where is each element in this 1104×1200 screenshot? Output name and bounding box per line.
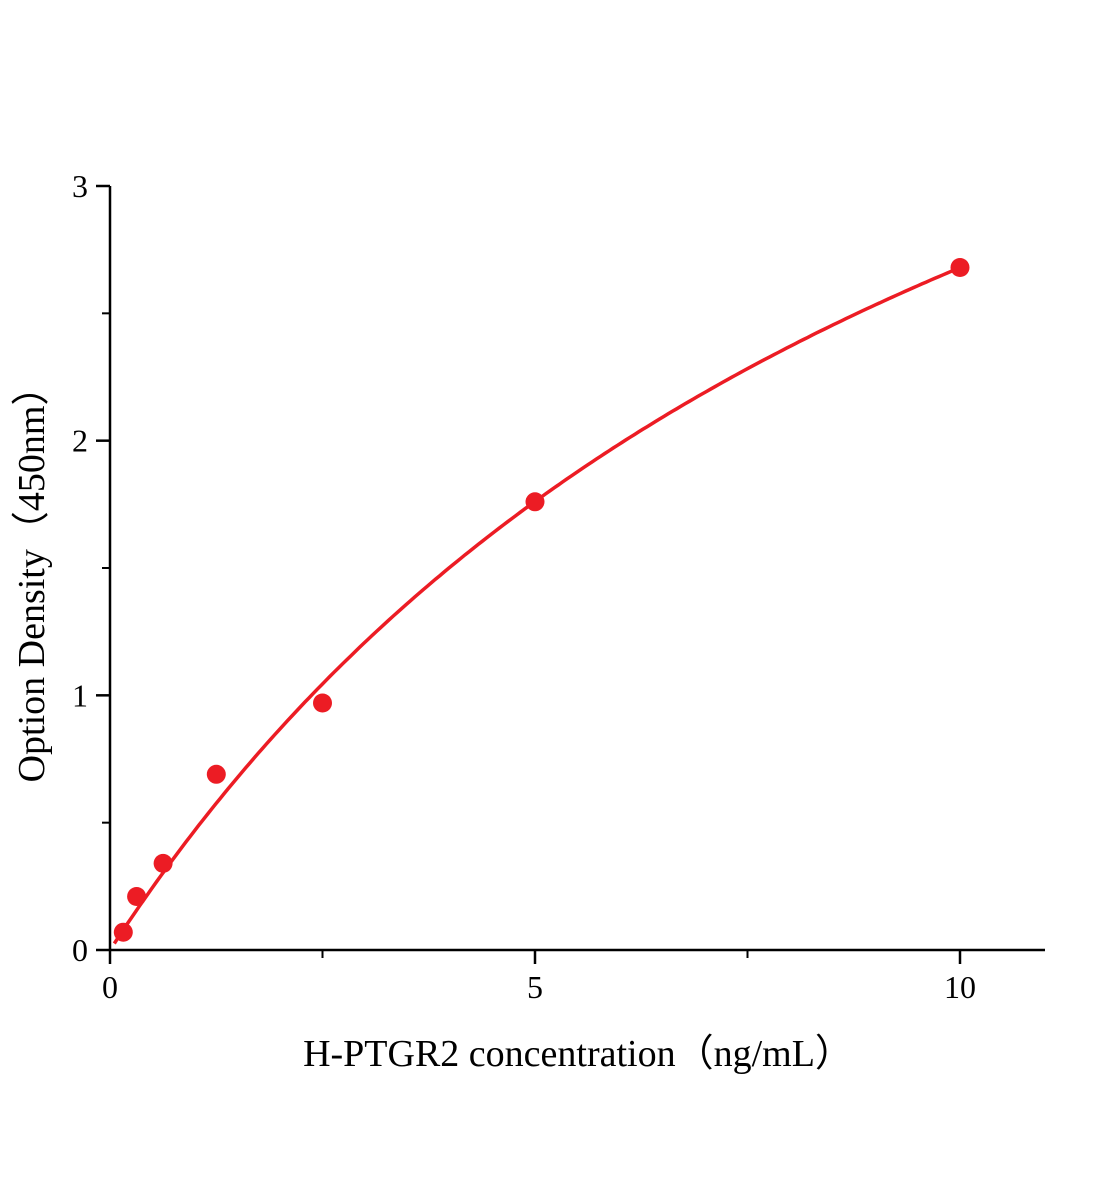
data-point [127,887,147,906]
minor-tick-marks [102,312,749,958]
y-tick-label: 1 [72,677,88,713]
tick-labels: 0 5 10 0 1 2 3 [72,168,976,1005]
x-tick-label: 10 [944,969,976,1005]
x-tick-label: 5 [527,969,543,1005]
data-point [313,693,332,713]
data-point [950,258,970,277]
y-tick-label: 0 [72,932,88,968]
major-tick-marks [96,184,962,964]
data-point [525,492,545,512]
data-point [113,922,133,942]
y-axis-label: Option Density（450nm） [11,368,53,783]
axes [108,186,1045,952]
x-axis-label: H-PTGR2 concentration（ng/mL） [303,1033,853,1075]
x-tick-label: 0 [102,969,118,1005]
data-point [206,764,226,784]
y-tick-label: 3 [72,168,88,204]
fit-curve-line [112,265,961,945]
data-points [113,258,970,942]
data-point [153,853,173,873]
y-tick-label: 2 [72,423,88,459]
